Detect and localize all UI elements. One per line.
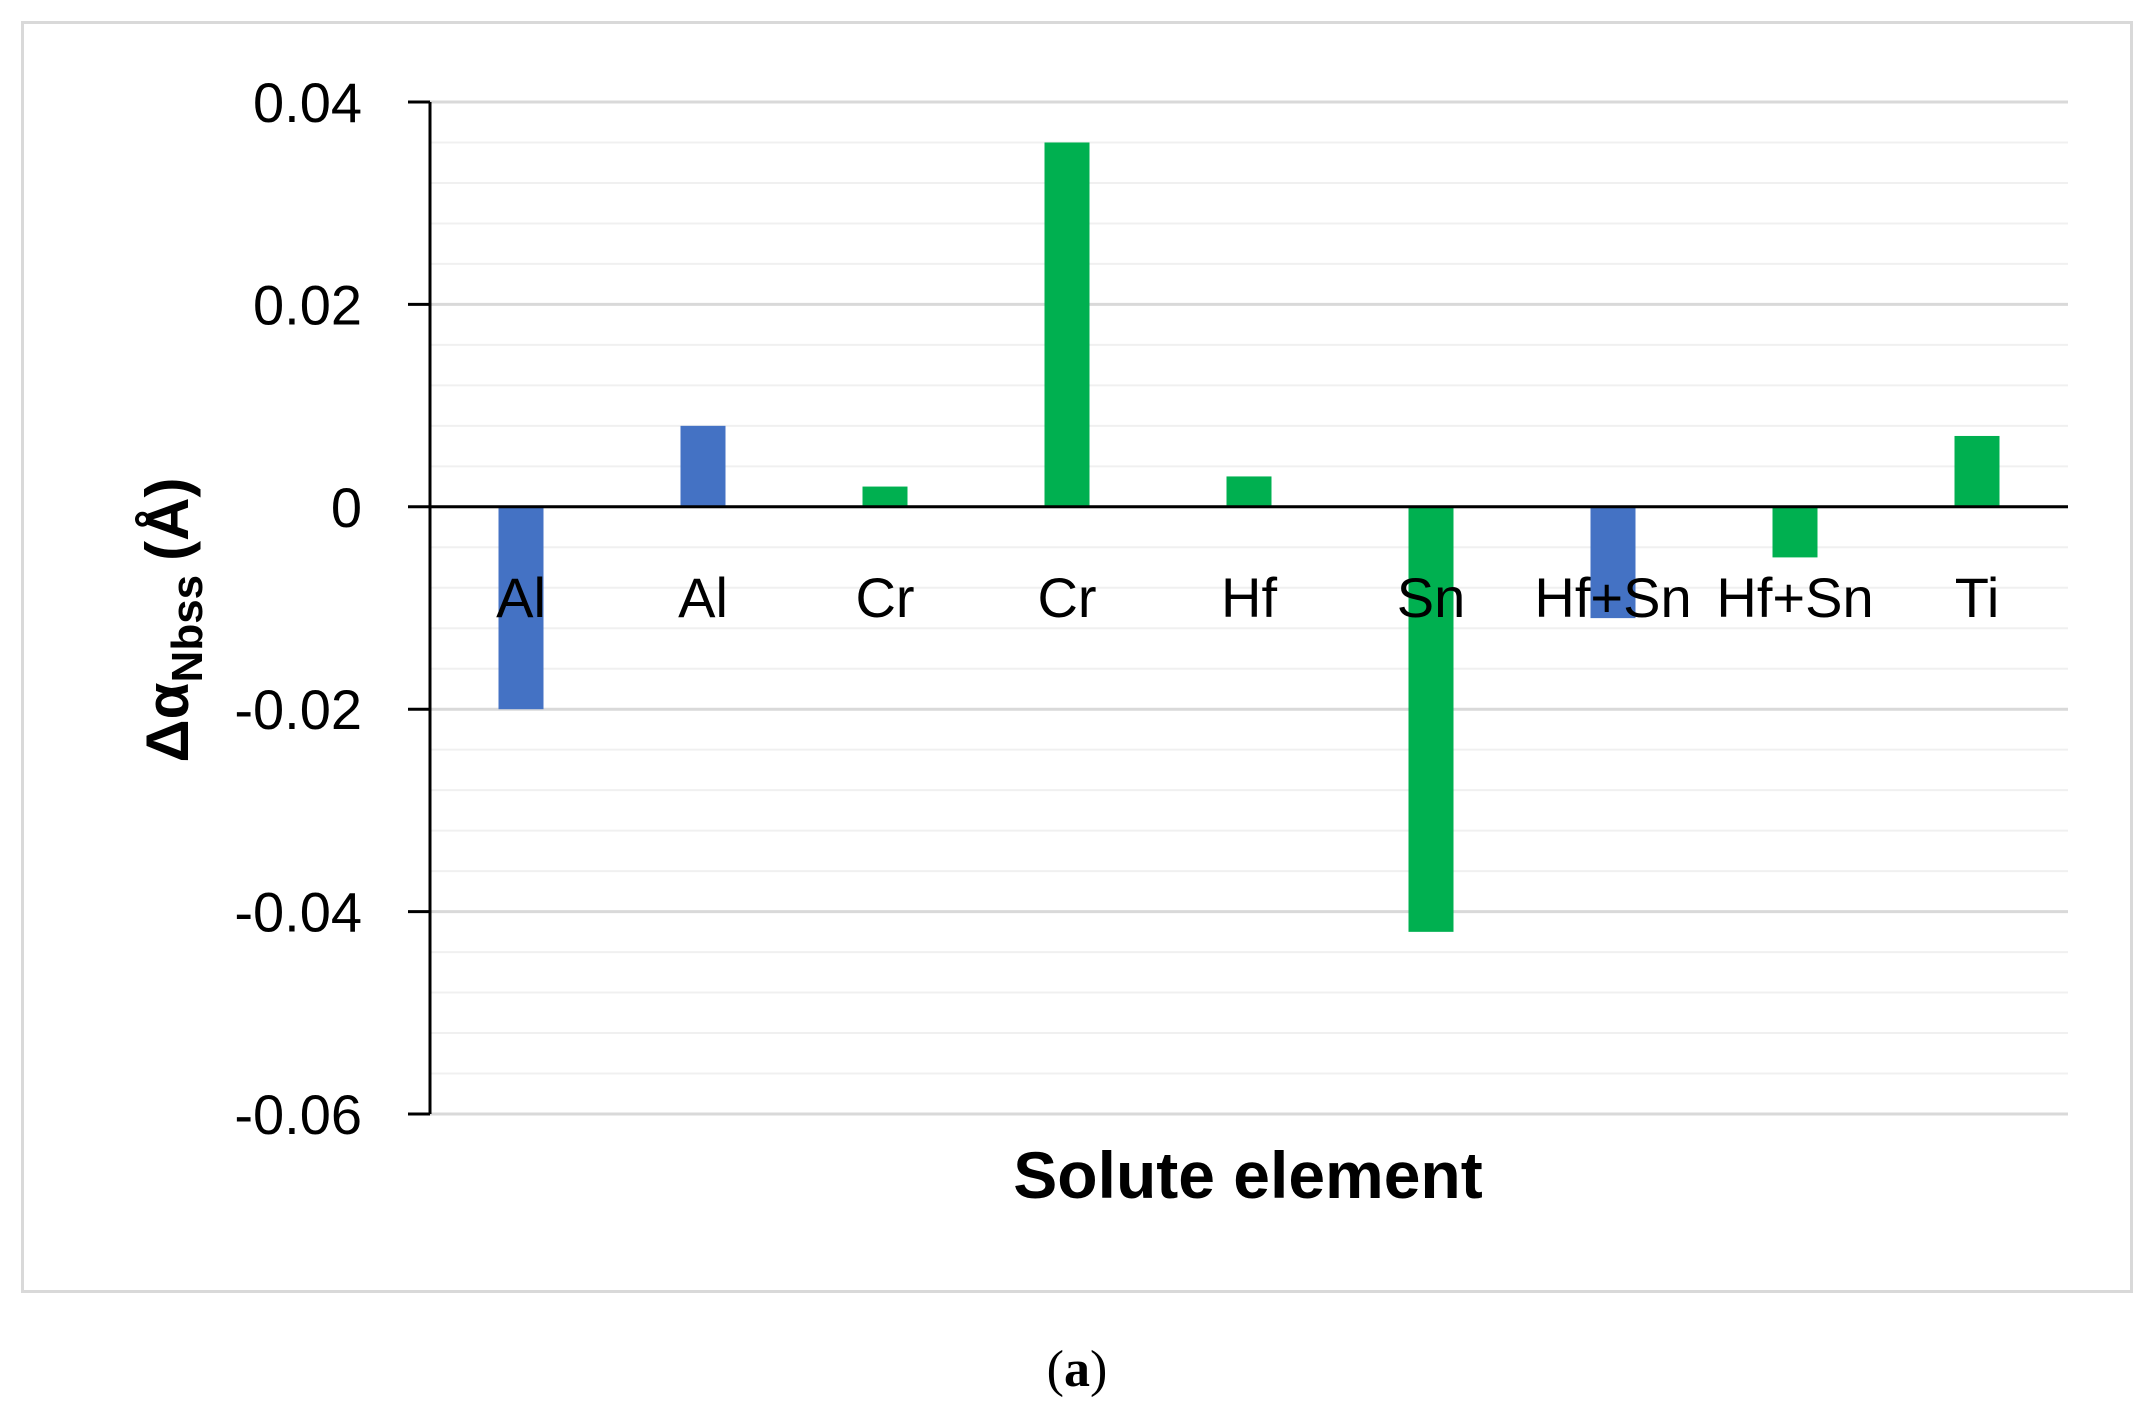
y-axis-label: ΔαNbss(Å) xyxy=(134,478,212,763)
x-tick-label: Al xyxy=(496,566,546,629)
gridlines xyxy=(430,100,2068,1116)
x-tick-label: Sn xyxy=(1397,566,1466,629)
x-axis-label: Solute element xyxy=(1013,1138,1482,1212)
bar-hf-plus-sn-8 xyxy=(1772,506,1818,558)
bar-cr-4 xyxy=(1044,142,1090,507)
x-tick-labels: Al Al Cr Cr Hf Sn Hf+Sn Hf+Sn Ti xyxy=(496,566,1999,629)
y-tick-label: 0.02 xyxy=(253,273,362,336)
x-tick-label: Hf xyxy=(1221,566,1277,629)
y-tick-label: 0 xyxy=(331,476,362,539)
x-tick-label: Cr xyxy=(1037,566,1096,629)
bar-cr-3 xyxy=(862,486,908,507)
bar-al-2 xyxy=(680,425,726,507)
bars xyxy=(498,142,2000,932)
x-tick-label: Hf+Sn xyxy=(1716,566,1873,629)
x-tick-label: Al xyxy=(678,566,728,629)
y-tick-labels: 0.04 0.02 0 -0.02 -0.04 -0.06 xyxy=(234,71,362,1146)
bar-hf-plus-sn-7 xyxy=(1590,506,1636,619)
bar-chart: 0.04 0.02 0 -0.02 -0.04 -0.06 Al Al Cr Cr Hf Sn Hf+… xyxy=(134,71,2068,1212)
y-tick-label: -0.02 xyxy=(234,678,362,741)
x-tick-label: Ti xyxy=(1955,566,2000,629)
x-tick-label: Hf+Sn xyxy=(1534,566,1691,629)
y-tick-label: -0.06 xyxy=(234,1083,362,1146)
bar-sn-6 xyxy=(1408,506,1454,932)
figure-caption: (a) xyxy=(1046,1341,1108,1398)
bar-hf-5 xyxy=(1226,476,1272,507)
x-tick-label: Cr xyxy=(855,566,914,629)
y-tick-label: 0.04 xyxy=(253,71,362,134)
y-tick-label: -0.04 xyxy=(234,881,362,944)
axes xyxy=(408,100,2068,1116)
bar-ti-9 xyxy=(1954,435,2000,507)
bar-al-1 xyxy=(498,506,544,710)
